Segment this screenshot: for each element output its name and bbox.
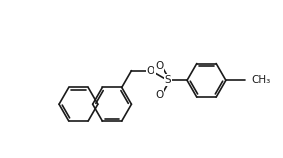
Text: O: O: [147, 66, 155, 76]
Text: O: O: [155, 61, 164, 71]
Text: O: O: [155, 90, 164, 100]
Text: CH₃: CH₃: [251, 75, 270, 85]
Text: S: S: [164, 75, 171, 85]
